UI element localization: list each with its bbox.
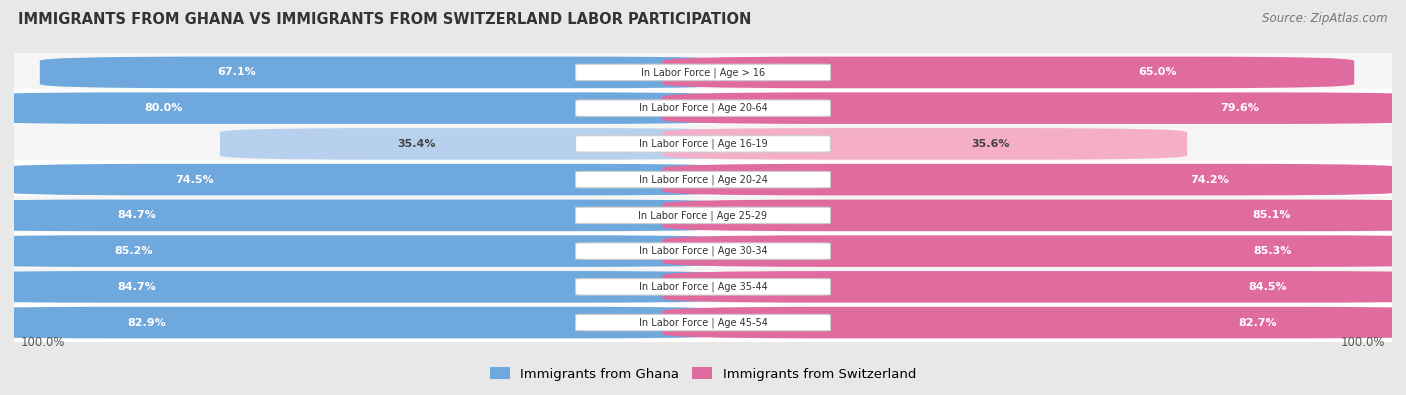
Text: 74.2%: 74.2% — [1189, 175, 1229, 184]
Text: 85.3%: 85.3% — [1254, 246, 1292, 256]
FancyBboxPatch shape — [0, 196, 1406, 235]
Text: 65.0%: 65.0% — [1137, 68, 1177, 77]
FancyBboxPatch shape — [0, 271, 744, 303]
Text: 79.6%: 79.6% — [1220, 103, 1260, 113]
FancyBboxPatch shape — [575, 243, 831, 260]
FancyBboxPatch shape — [575, 278, 831, 295]
FancyBboxPatch shape — [0, 53, 1406, 92]
Text: 85.1%: 85.1% — [1253, 211, 1291, 220]
Text: 84.5%: 84.5% — [1249, 282, 1288, 292]
FancyBboxPatch shape — [0, 88, 1406, 128]
FancyBboxPatch shape — [662, 56, 1354, 88]
Text: In Labor Force | Age 16-19: In Labor Force | Age 16-19 — [638, 139, 768, 149]
FancyBboxPatch shape — [0, 199, 744, 231]
Legend: Immigrants from Ghana, Immigrants from Switzerland: Immigrants from Ghana, Immigrants from S… — [485, 362, 921, 386]
FancyBboxPatch shape — [0, 164, 744, 196]
FancyBboxPatch shape — [662, 128, 1187, 160]
FancyBboxPatch shape — [662, 164, 1406, 196]
Text: 35.6%: 35.6% — [972, 139, 1010, 149]
FancyBboxPatch shape — [0, 303, 1406, 342]
Text: In Labor Force | Age 45-54: In Labor Force | Age 45-54 — [638, 317, 768, 328]
FancyBboxPatch shape — [39, 56, 744, 88]
FancyBboxPatch shape — [662, 271, 1406, 303]
FancyBboxPatch shape — [575, 314, 831, 331]
Text: 85.2%: 85.2% — [115, 246, 153, 256]
FancyBboxPatch shape — [0, 92, 744, 124]
Text: In Labor Force | Age 20-64: In Labor Force | Age 20-64 — [638, 103, 768, 113]
Text: 74.5%: 74.5% — [176, 175, 214, 184]
Text: In Labor Force | Age 20-24: In Labor Force | Age 20-24 — [638, 174, 768, 185]
Text: In Labor Force | Age 30-34: In Labor Force | Age 30-34 — [638, 246, 768, 256]
Text: 82.7%: 82.7% — [1239, 318, 1277, 327]
Text: 84.7%: 84.7% — [118, 282, 156, 292]
Text: 100.0%: 100.0% — [1340, 336, 1385, 349]
Text: 35.4%: 35.4% — [398, 139, 436, 149]
FancyBboxPatch shape — [0, 231, 1406, 271]
Text: 82.9%: 82.9% — [128, 318, 166, 327]
Text: In Labor Force | Age 35-44: In Labor Force | Age 35-44 — [638, 282, 768, 292]
FancyBboxPatch shape — [662, 92, 1406, 124]
FancyBboxPatch shape — [575, 64, 831, 81]
FancyBboxPatch shape — [0, 160, 1406, 199]
Text: 67.1%: 67.1% — [218, 68, 256, 77]
Text: Source: ZipAtlas.com: Source: ZipAtlas.com — [1263, 12, 1388, 25]
Text: In Labor Force | Age > 16: In Labor Force | Age > 16 — [641, 67, 765, 78]
FancyBboxPatch shape — [575, 135, 831, 152]
FancyBboxPatch shape — [0, 235, 744, 267]
FancyBboxPatch shape — [0, 307, 744, 339]
FancyBboxPatch shape — [575, 171, 831, 188]
FancyBboxPatch shape — [219, 128, 744, 160]
FancyBboxPatch shape — [575, 100, 831, 117]
Text: 80.0%: 80.0% — [145, 103, 183, 113]
FancyBboxPatch shape — [0, 124, 1406, 164]
FancyBboxPatch shape — [575, 207, 831, 224]
Text: IMMIGRANTS FROM GHANA VS IMMIGRANTS FROM SWITZERLAND LABOR PARTICIPATION: IMMIGRANTS FROM GHANA VS IMMIGRANTS FROM… — [18, 12, 752, 27]
FancyBboxPatch shape — [662, 307, 1406, 339]
Text: 100.0%: 100.0% — [21, 336, 66, 349]
Text: In Labor Force | Age 25-29: In Labor Force | Age 25-29 — [638, 210, 768, 221]
Text: 84.7%: 84.7% — [118, 211, 156, 220]
FancyBboxPatch shape — [662, 199, 1406, 231]
FancyBboxPatch shape — [0, 267, 1406, 307]
FancyBboxPatch shape — [662, 235, 1406, 267]
